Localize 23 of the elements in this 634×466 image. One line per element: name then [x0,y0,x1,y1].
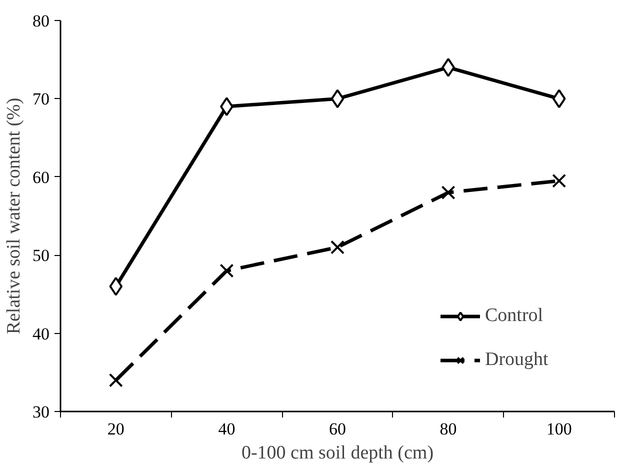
x-tick-label: 100 [546,420,572,438]
point [108,373,123,388]
x-axis-title: 0-100 cm soil depth (cm) [241,442,434,464]
x-tick-label: 40 [218,420,236,438]
legend-label: Control [485,305,544,327]
point [330,89,344,108]
y-tick-label: 50 [32,246,50,266]
point [552,174,566,188]
point [552,89,566,108]
y-tick-label: 30 [32,402,50,422]
x-tick-label: 20 [107,420,124,438]
y-tick-label: 40 [32,324,50,344]
y-tick-label: 70 [32,90,50,109]
point [220,264,234,278]
point [441,186,456,200]
x-tick-label: 80 [440,420,457,438]
point [330,240,345,254]
legend-label: Drought [485,349,548,371]
y-tick-label: 60 [32,168,50,187]
y-tick-label: 80 [32,12,50,30]
y-axis-title: Relative soil water content (%) [4,98,24,334]
point [109,276,123,296]
x-tick-label: 60 [329,420,346,438]
